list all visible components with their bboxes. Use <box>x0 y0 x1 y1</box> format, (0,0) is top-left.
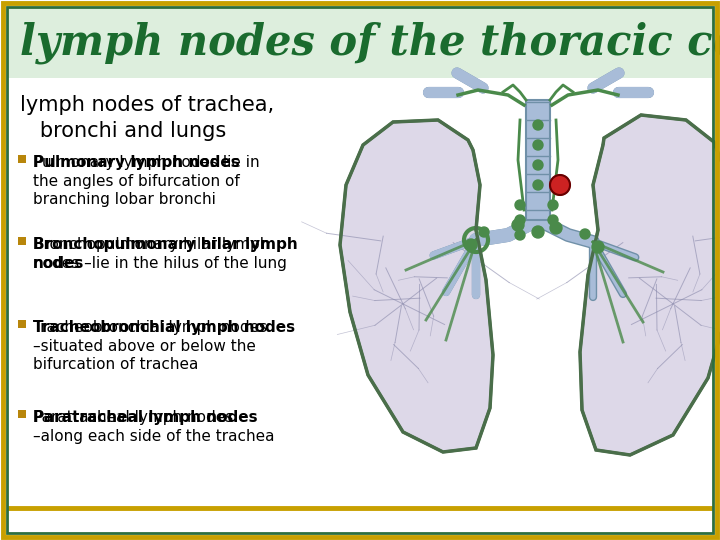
Text: Tracheobronchial lymph nodes: Tracheobronchial lymph nodes <box>33 320 295 335</box>
Circle shape <box>592 241 604 253</box>
Bar <box>18 155 26 163</box>
Circle shape <box>479 227 489 237</box>
Circle shape <box>548 200 558 210</box>
Circle shape <box>533 140 543 150</box>
Bar <box>18 320 26 328</box>
Bar <box>18 237 26 245</box>
Circle shape <box>532 226 544 238</box>
Circle shape <box>515 230 525 240</box>
Circle shape <box>465 239 477 251</box>
Circle shape <box>533 160 543 170</box>
Circle shape <box>550 222 562 234</box>
Circle shape <box>548 215 558 225</box>
Circle shape <box>550 175 570 195</box>
Bar <box>18 410 26 418</box>
Circle shape <box>515 215 525 225</box>
Text: Paratracheal lymph nodes
–along each side of the trachea: Paratracheal lymph nodes –along each sid… <box>33 410 274 443</box>
Circle shape <box>533 120 543 130</box>
Text: lymph nodes of the thoracic contents: lymph nodes of the thoracic contents <box>20 22 720 64</box>
Bar <box>526 100 550 220</box>
Text: Tracheobronchial lymph nodes
–situated above or below the
bifurcation of trachea: Tracheobronchial lymph nodes –situated a… <box>33 320 267 372</box>
PathPatch shape <box>580 115 720 455</box>
Circle shape <box>533 180 543 190</box>
Text: Bronchopulmonary hilar lymph
nodes: Bronchopulmonary hilar lymph nodes <box>33 237 298 271</box>
Text: Pulmonary lymph nodes lie in
the angles of bifurcation of
branching lobar bronch: Pulmonary lymph nodes lie in the angles … <box>33 155 260 207</box>
Text: Bronchopulmonary hilar lymph
nodes –lie in the hilus of the lung: Bronchopulmonary hilar lymph nodes –lie … <box>33 237 287 271</box>
Circle shape <box>512 219 524 231</box>
Text: lymph nodes of trachea,
   bronchi and lungs: lymph nodes of trachea, bronchi and lung… <box>20 95 274 141</box>
Circle shape <box>580 229 590 239</box>
Text: Paratracheal lymph nodes: Paratracheal lymph nodes <box>33 410 258 425</box>
Circle shape <box>515 200 525 210</box>
Bar <box>7 7 713 78</box>
Text: Pulmonary lymph nodes: Pulmonary lymph nodes <box>33 155 240 170</box>
PathPatch shape <box>340 120 493 452</box>
